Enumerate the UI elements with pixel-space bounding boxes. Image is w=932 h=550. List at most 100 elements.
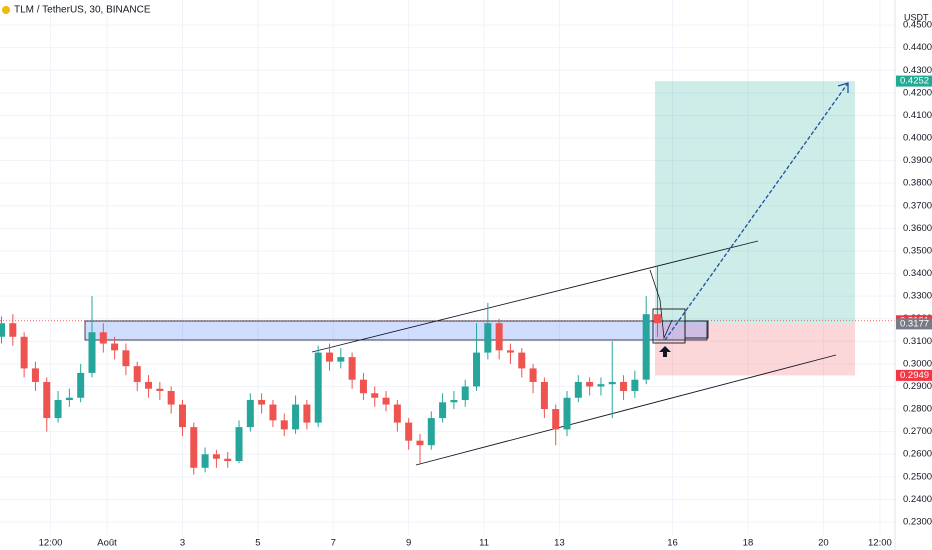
projection-arrow <box>664 82 849 341</box>
candle-body <box>77 372 85 398</box>
candle-body <box>518 352 526 369</box>
x-tick-label: 16 <box>667 538 678 549</box>
y-tick-label: 0.2400 <box>903 494 932 505</box>
candle-body <box>631 379 639 391</box>
candle-body <box>552 409 560 430</box>
y-tick-label: 0.3300 <box>903 291 932 302</box>
y-tick-label: 0.4500 <box>903 20 932 31</box>
candle-body <box>450 400 458 403</box>
candle-body <box>133 366 141 382</box>
y-tick-label: 0.3100 <box>903 336 932 347</box>
price-label-box <box>896 75 932 87</box>
y-tick-label: 0.2900 <box>903 381 932 392</box>
y-tick-label: 0.2600 <box>903 449 932 460</box>
candle-body <box>190 427 198 468</box>
x-tick-label: 11 <box>479 538 489 549</box>
candle-body <box>269 404 277 421</box>
price-label-box <box>896 318 932 330</box>
x-tick-label: 18 <box>743 538 754 549</box>
y-tick-label: 0.3400 <box>903 268 932 279</box>
y-tick-label: 0.3800 <box>903 178 932 189</box>
candle-body <box>371 393 379 398</box>
candle-body <box>506 350 514 353</box>
candle-body <box>337 357 345 362</box>
candle-body <box>145 381 153 389</box>
candle-body <box>54 400 62 419</box>
candle-body <box>111 343 119 351</box>
zone-rect <box>84 320 708 341</box>
candle-body <box>212 454 220 459</box>
candle-body <box>439 402 447 419</box>
y-tick-label: 0.2700 <box>903 426 932 437</box>
y-tick-label: 0.4200 <box>903 87 932 98</box>
candle-body <box>325 352 333 362</box>
price-label: 0.4252 <box>900 76 929 87</box>
candle-body <box>642 314 650 380</box>
candle-body <box>246 400 254 428</box>
candle-body <box>224 458 232 462</box>
candle-body <box>201 454 209 468</box>
candle-body <box>540 381 548 410</box>
candle-body <box>427 418 435 446</box>
symbol-icon <box>2 6 10 14</box>
axes: 12:00 Août 3 5 7 9 11 13 16 18 20 12:00 0.2300 0.2400… <box>39 20 932 549</box>
arrow-head <box>837 82 849 93</box>
candle-body <box>314 352 322 423</box>
candles <box>0 266 661 475</box>
price-label: 0.2949 <box>900 370 929 381</box>
candle-body <box>178 404 186 428</box>
y-tick-label: 0.4300 <box>903 65 932 76</box>
x-tick-label: 7 <box>331 538 336 549</box>
candle-body <box>473 352 481 387</box>
profit-zone <box>655 81 855 324</box>
x-tick-label: 13 <box>554 538 565 549</box>
candle-body <box>258 400 266 405</box>
trend-line <box>415 354 837 466</box>
trend-line <box>311 240 759 353</box>
candle-body <box>348 357 356 380</box>
candle-body <box>382 397 390 405</box>
y-tick-label: 0.2300 <box>903 517 932 528</box>
candle-body <box>416 440 424 446</box>
candle-body <box>405 422 413 441</box>
candle-body <box>0 323 6 337</box>
y-tick-label: 0.4100 <box>903 110 932 121</box>
x-tick-label: 20 <box>818 538 829 549</box>
y-tick-label: 0.2500 <box>903 471 932 482</box>
box-drawing <box>684 320 709 339</box>
candle-body <box>608 381 616 385</box>
candle-body <box>529 368 537 382</box>
candle-body <box>586 381 594 387</box>
y-tick-label: 0.4400 <box>903 42 932 53</box>
up-arrow-icon <box>659 346 671 357</box>
candle-body <box>280 420 288 430</box>
currency-label: USDT <box>904 12 929 22</box>
candle-body <box>20 336 28 369</box>
pattern-line <box>649 269 673 340</box>
candle-body <box>122 350 130 367</box>
candle-body <box>235 427 243 462</box>
candle-body <box>461 386 469 401</box>
y-tick-label: 0.2800 <box>903 404 932 415</box>
candle-body <box>31 368 39 382</box>
x-tick-label: 12:00 <box>868 538 892 549</box>
x-tick-label: Août <box>97 538 117 549</box>
candle-body <box>484 323 492 353</box>
candle-body <box>65 397 73 401</box>
y-tick-label: 0.3900 <box>903 155 932 166</box>
price-label: 0.3177 <box>900 318 929 329</box>
candle-body <box>43 381 51 419</box>
y-tick-label: 0.4000 <box>903 133 932 144</box>
candle-body <box>597 384 605 387</box>
candle-body <box>88 332 96 373</box>
background-layer <box>0 0 895 535</box>
chart-title: TLM / TetherUS, 30, BINANCE <box>14 5 151 16</box>
candle-body <box>563 397 571 430</box>
y-tick-label: 0.3000 <box>903 358 932 369</box>
candle-body <box>393 404 401 423</box>
candle-body <box>99 332 107 344</box>
x-tick-label: 5 <box>255 538 260 549</box>
price-label-box <box>896 369 932 381</box>
candle-body <box>292 404 300 430</box>
